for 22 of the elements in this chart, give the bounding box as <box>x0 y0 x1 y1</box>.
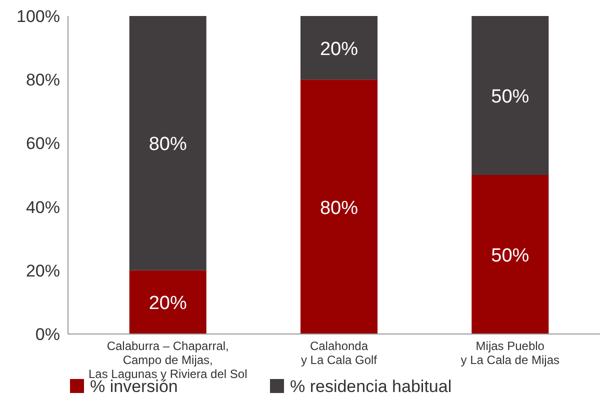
bar <box>472 175 549 334</box>
bar <box>300 80 378 334</box>
y-tick-label: 80% <box>26 70 60 90</box>
bar <box>129 16 206 270</box>
data-label: 80% <box>148 134 187 156</box>
data-label: 50% <box>491 86 530 108</box>
data-label: 20% <box>320 38 358 60</box>
legend-label: % residencia habitual <box>290 377 452 396</box>
bar <box>129 270 206 334</box>
bar <box>472 16 549 175</box>
y-tick-label: 0% <box>35 325 60 344</box>
bar <box>300 16 378 80</box>
x-tick-label: Mijas Pueblo y La Cala de Mijas <box>460 339 560 367</box>
y-tick-label: 100% <box>16 7 60 26</box>
y-tick-label: 60% <box>26 134 60 154</box>
data-label: 80% <box>320 198 358 219</box>
y-tick-label: 20% <box>26 261 60 280</box>
data-label: 50% <box>491 246 530 266</box>
y-tick-label: 40% <box>26 198 60 217</box>
x-tick-label: Calahonda y La Cala Golf <box>300 339 378 367</box>
data-label: 20% <box>148 293 187 314</box>
x-tick-label: Calaburra – Chaparral, Campo de Mijas, Las Lagunas y Riviera del Sol <box>88 339 248 381</box>
